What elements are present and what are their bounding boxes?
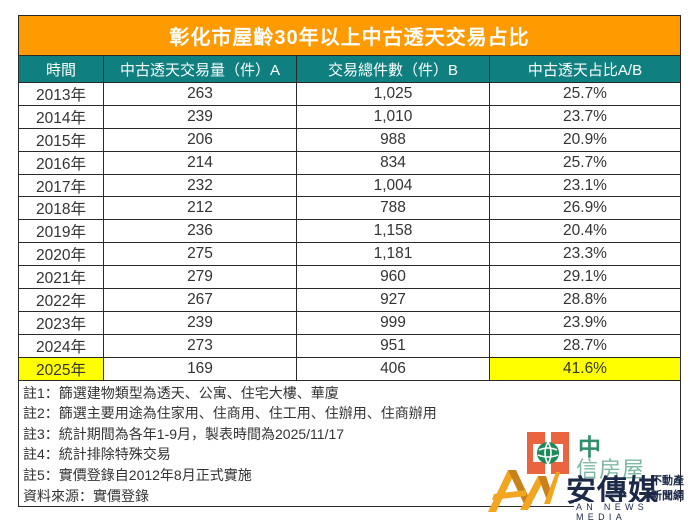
total-cell: 1,010 bbox=[297, 105, 490, 128]
volume-cell: 267 bbox=[104, 289, 297, 311]
total-cell: 1,181 bbox=[297, 243, 490, 266]
volume-cell: 279 bbox=[104, 266, 297, 289]
an-logo-english: AN NEWS MEDIA bbox=[574, 502, 696, 522]
table-row: 2018年 212 788 26.9% bbox=[19, 197, 680, 221]
year-cell: 2020年 bbox=[19, 243, 104, 266]
volume-cell: 214 bbox=[104, 151, 297, 174]
an-news-media-logo-icon bbox=[488, 470, 560, 512]
year-cell: 2024年 bbox=[19, 334, 104, 357]
year-cell: 2015年 bbox=[19, 128, 104, 151]
total-cell: 999 bbox=[297, 311, 490, 334]
note-4: 註4：統計排除特殊交易 bbox=[23, 446, 171, 463]
year-cell: 2014年 bbox=[19, 105, 104, 128]
year-cell: 2016年 bbox=[19, 151, 104, 174]
data-source: 資料來源：實價登錄 bbox=[23, 487, 149, 504]
ratio-cell: 26.9% bbox=[563, 199, 607, 217]
table-row: 2014年 239 1,010 23.7% bbox=[19, 105, 680, 129]
ratio-cell: 28.8% bbox=[563, 290, 607, 308]
table-row: 2013年 263 1,025 25.7% bbox=[19, 83, 680, 106]
year-cell: 2018年 bbox=[19, 197, 104, 220]
table-row: 2019年 236 1,158 20.4% bbox=[19, 220, 680, 244]
header-year: 時間 bbox=[19, 56, 104, 82]
ratio-cell: 29.1% bbox=[563, 268, 607, 286]
volume-cell: 239 bbox=[104, 105, 297, 128]
total-cell: 927 bbox=[297, 289, 490, 311]
ratio-cell: 28.7% bbox=[563, 336, 607, 354]
table-row: 2022年 267 927 28.8% bbox=[19, 289, 680, 312]
ratio-cell: 23.7% bbox=[563, 107, 607, 125]
year-cell: 2022年 bbox=[19, 289, 104, 311]
ratio-cell: 23.3% bbox=[563, 245, 607, 263]
note-5: 註5：實價登錄自2012年8月正式實施 bbox=[23, 466, 252, 483]
volume-cell: 206 bbox=[104, 128, 297, 151]
volume-cell: 275 bbox=[104, 243, 297, 266]
total-cell: 406 bbox=[297, 357, 490, 380]
note-3: 註3：統計期間為各年1-9月，製表時間為2025/11/17 bbox=[23, 425, 345, 442]
table-row: 2015年 206 988 20.9% bbox=[19, 128, 680, 152]
table-row: 2017年 232 1,004 23.1% bbox=[19, 174, 680, 198]
year-cell: 2019年 bbox=[19, 220, 104, 243]
header-row: 時間 中古透天交易量（件）A 交易總件數（件）B 中古透天占比A/B bbox=[19, 56, 680, 83]
table-row: 2016年 214 834 25.7% bbox=[19, 151, 680, 175]
header-volume-a: 中古透天交易量（件）A bbox=[104, 56, 297, 82]
ratio-cell: 25.7% bbox=[563, 153, 607, 171]
total-cell: 834 bbox=[297, 151, 490, 174]
volume-cell: 232 bbox=[104, 174, 297, 197]
data-table: 彰化市屋齡30年以上中古透天交易占比 時間 中古透天交易量（件）A 交易總件數（… bbox=[18, 15, 681, 507]
table-row: 2024年 273 951 28.7% bbox=[19, 334, 680, 358]
note-1: 註1：篩選建物類型為透天、公寓、住宅大樓、華廈 bbox=[23, 384, 339, 401]
total-cell: 788 bbox=[297, 197, 490, 220]
table-row: 2020年 275 1,181 23.3% bbox=[19, 243, 680, 267]
table-row-highlighted: 2025年 169 406 41.6% bbox=[19, 357, 680, 381]
ratio-cell-highlighted: 41.6% bbox=[490, 357, 680, 380]
total-cell: 988 bbox=[297, 128, 490, 151]
volume-cell: 236 bbox=[104, 220, 297, 243]
ct-realty-logo-icon bbox=[527, 432, 569, 474]
volume-cell: 239 bbox=[104, 311, 297, 334]
ratio-cell: 20.4% bbox=[563, 222, 607, 240]
volume-cell: 169 bbox=[104, 357, 297, 380]
ratio-cell: 23.9% bbox=[563, 313, 607, 331]
table-row: 2021年 279 960 29.1% bbox=[19, 266, 680, 290]
note-2: 註2：篩選主要用途為住家用、住商用、住工用、住辦用、住商辦用 bbox=[23, 405, 437, 422]
total-cell: 960 bbox=[297, 266, 490, 289]
year-cell: 2013年 bbox=[19, 83, 104, 105]
total-cell: 1,025 bbox=[297, 83, 490, 105]
year-cell-highlighted: 2025年 bbox=[19, 357, 104, 380]
header-total-b: 交易總件數（件）B bbox=[297, 56, 490, 82]
an-logo-sub2: 新聞網 bbox=[651, 490, 684, 502]
an-logo-sub1: 不動產 bbox=[651, 475, 684, 487]
volume-cell: 263 bbox=[104, 83, 297, 105]
ratio-cell: 23.1% bbox=[563, 176, 607, 194]
ratio-cell: 20.9% bbox=[563, 130, 607, 148]
table-title: 彰化市屋齡30年以上中古透天交易占比 bbox=[19, 16, 680, 56]
total-cell: 1,004 bbox=[297, 174, 490, 197]
total-cell: 1,158 bbox=[297, 220, 490, 243]
year-cell: 2021年 bbox=[19, 266, 104, 289]
volume-cell: 273 bbox=[104, 334, 297, 357]
ct-logo-name: 信房屋 bbox=[576, 457, 646, 482]
year-cell: 2017年 bbox=[19, 174, 104, 197]
notes-section: 註1：篩選建物類型為透天、公寓、住宅大樓、華廈 註2：篩選主要用途為住家用、住商… bbox=[19, 381, 680, 507]
year-cell: 2023年 bbox=[19, 311, 104, 334]
total-cell: 951 bbox=[297, 334, 490, 357]
table-row: 2023年 239 999 23.9% bbox=[19, 311, 680, 335]
ratio-cell: 25.7% bbox=[563, 84, 607, 102]
volume-cell: 212 bbox=[104, 197, 297, 220]
ct-logo-zhong: 中 bbox=[578, 434, 601, 460]
header-ratio: 中古透天占比A/B bbox=[527, 61, 643, 79]
